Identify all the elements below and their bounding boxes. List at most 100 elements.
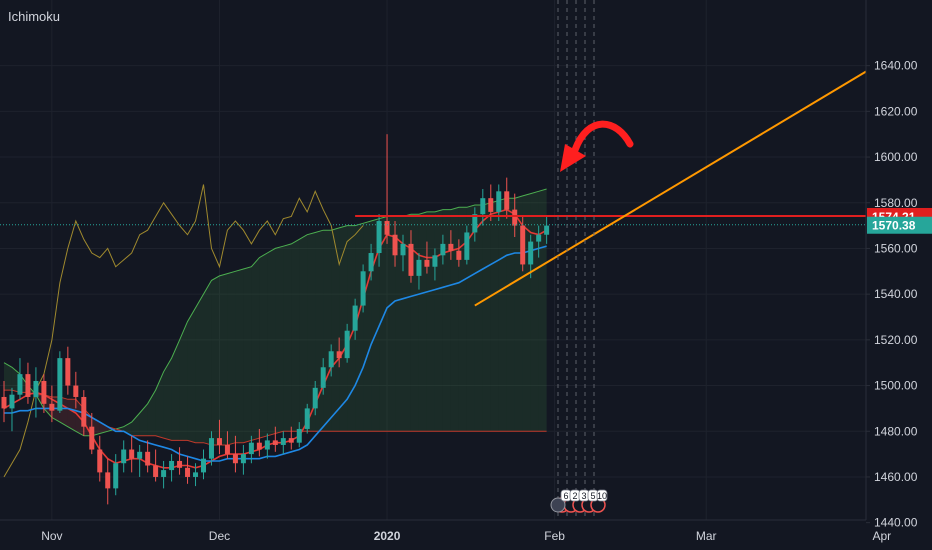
chikou-span-line [3, 184, 364, 478]
candle-body[interactable] [33, 380, 39, 397]
candle-body[interactable] [57, 358, 63, 411]
candle-body[interactable] [488, 198, 494, 212]
candle-body[interactable] [312, 387, 318, 409]
candle-body[interactable] [121, 449, 127, 464]
candle-body[interactable] [240, 454, 246, 464]
candle-body[interactable] [153, 465, 159, 477]
candle-body[interactable] [248, 442, 254, 455]
candle-body[interactable] [496, 191, 502, 212]
candle-body[interactable] [272, 440, 278, 445]
candle-body[interactable] [201, 458, 206, 473]
candle-body[interactable] [328, 351, 334, 368]
candle-body[interactable] [169, 460, 175, 471]
cloud-segment [339, 225, 348, 432]
cloud-segment [474, 205, 483, 432]
cloud-segment [259, 253, 268, 439]
candle-body[interactable] [408, 243, 414, 276]
arrow-head-icon[interactable] [560, 144, 586, 172]
indicator-name[interactable]: Ichimoku [8, 9, 61, 24]
candle-body[interactable] [296, 428, 302, 443]
candle-body[interactable] [360, 271, 366, 306]
candles[interactable] [1, 134, 550, 505]
candle-body[interactable] [432, 255, 438, 267]
candle-body[interactable] [97, 449, 103, 473]
candle-body[interactable] [464, 232, 470, 260]
candle-body[interactable] [320, 367, 326, 388]
candle-body[interactable] [384, 221, 390, 235]
event-marker-flag-icon[interactable] [550, 497, 566, 513]
candle-body[interactable] [520, 225, 526, 265]
cloud-segment [418, 211, 427, 432]
candle-body[interactable] [208, 438, 214, 459]
price-axis[interactable]: 1640.00 1620.00 1600.00 1580.00 1560.00 1540.… [865, 0, 932, 550]
candle-body[interactable] [424, 259, 430, 267]
candle-body[interactable] [185, 467, 191, 477]
candle-body[interactable] [400, 243, 406, 256]
time-axis[interactable]: Nov Dec 2020 Feb Mar Apr [0, 519, 891, 550]
candle-body[interactable] [216, 438, 222, 445]
candle-body[interactable] [65, 358, 71, 386]
candle-body[interactable] [73, 385, 79, 397]
candle-body[interactable] [512, 209, 518, 226]
candle-body[interactable] [472, 214, 478, 233]
candle-body[interactable] [280, 438, 286, 445]
candle-body[interactable] [480, 198, 486, 215]
candle-body[interactable] [344, 330, 350, 359]
candle-body[interactable] [193, 472, 199, 477]
cloud-segment [227, 271, 236, 445]
candle-body[interactable] [304, 408, 310, 429]
candle-body[interactable] [504, 191, 510, 210]
candle-body[interactable] [440, 243, 446, 256]
candle-body[interactable] [41, 380, 47, 404]
candle-body[interactable] [288, 438, 294, 443]
cloud-segment [211, 275, 220, 445]
candle-body[interactable] [161, 470, 167, 477]
cloud-segment [331, 227, 340, 432]
event-marker-count: 2 [572, 491, 577, 501]
candle-body[interactable] [352, 305, 358, 331]
drawings[interactable] [0, 0, 923, 520]
candle-body[interactable] [232, 454, 238, 464]
cloud-segment [395, 216, 403, 432]
candle-body[interactable] [105, 472, 111, 489]
candle-body[interactable] [536, 234, 542, 242]
event-markers[interactable]: 6 2 3 5 10 [550, 489, 608, 513]
cloud-segment [379, 216, 388, 432]
candle-body[interactable] [9, 394, 15, 409]
candle-body[interactable] [25, 374, 31, 397]
trendline[interactable] [474, 37, 923, 307]
candle-body[interactable] [137, 451, 143, 459]
candle-body[interactable] [448, 243, 454, 251]
candle-body[interactable] [1, 396, 7, 409]
candle-body[interactable] [264, 440, 270, 450]
cloud-segment [506, 198, 515, 432]
event-marker-badge[interactable] [596, 489, 608, 502]
candle-body[interactable] [528, 241, 534, 265]
candle-body[interactable] [416, 259, 422, 276]
cloud-segment [347, 225, 356, 432]
candle-body[interactable] [113, 463, 119, 489]
candle-body[interactable] [224, 444, 230, 455]
last-price-box [867, 216, 932, 234]
candle-body[interactable] [145, 451, 151, 466]
candle-body[interactable] [392, 234, 398, 256]
price-tick-label: 1580.00 [874, 196, 918, 210]
candle-body[interactable] [81, 396, 87, 427]
curved-arrow[interactable] [571, 120, 634, 154]
cloud-segment [387, 216, 396, 432]
candle-body[interactable] [456, 250, 462, 260]
cloud-segment [267, 248, 276, 436]
candle-body[interactable] [336, 351, 342, 359]
candle-body[interactable] [49, 403, 55, 411]
candle-body[interactable] [256, 442, 262, 450]
candle-body[interactable] [17, 374, 23, 395]
candle-body[interactable] [376, 221, 382, 254]
candle-body[interactable] [177, 460, 183, 468]
candle-body[interactable] [544, 225, 550, 235]
candle-body[interactable] [129, 449, 135, 459]
candle-body[interactable] [89, 426, 95, 450]
event-marker-count: 10 [597, 491, 607, 501]
candle-body[interactable] [368, 253, 374, 272]
ichimoku-cloud [4, 189, 547, 445]
